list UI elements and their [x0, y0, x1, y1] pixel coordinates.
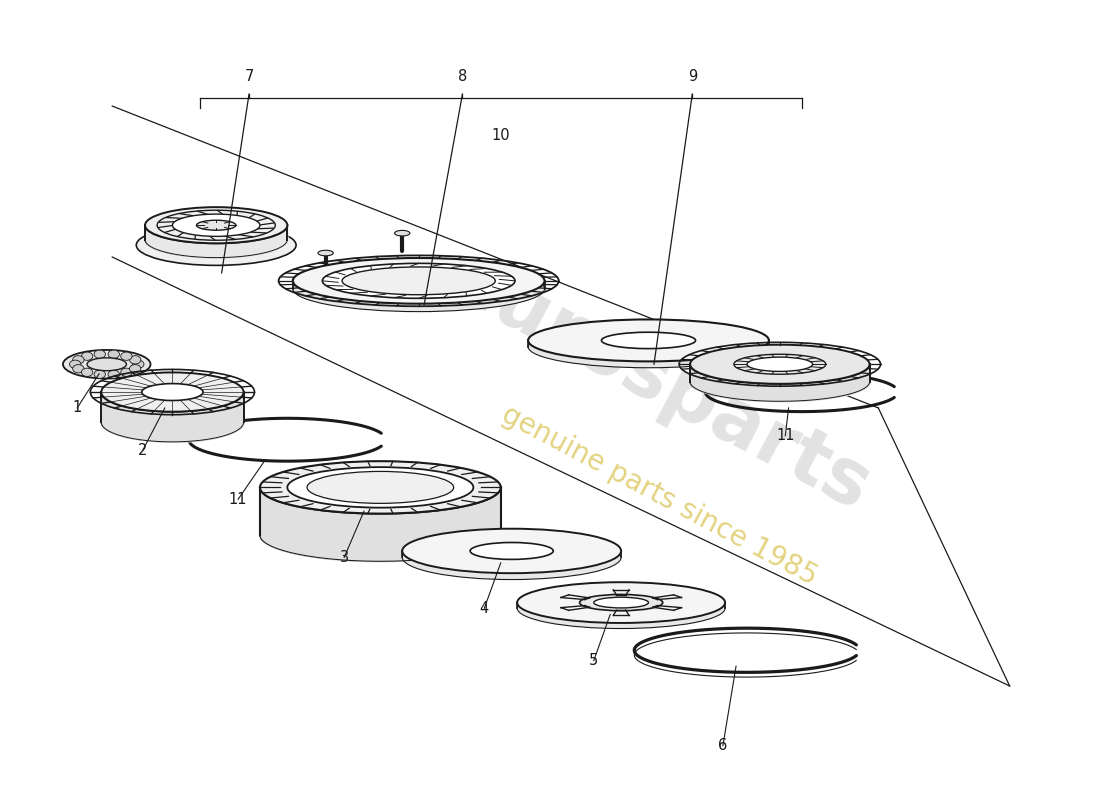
Ellipse shape	[580, 594, 662, 610]
Ellipse shape	[145, 222, 287, 258]
Text: 4: 4	[480, 601, 490, 616]
Ellipse shape	[197, 220, 235, 230]
Ellipse shape	[142, 384, 204, 401]
Text: 11: 11	[229, 492, 248, 507]
Ellipse shape	[121, 368, 132, 377]
Ellipse shape	[81, 352, 92, 360]
Text: 1: 1	[73, 401, 81, 415]
Ellipse shape	[260, 509, 500, 562]
Ellipse shape	[307, 471, 453, 503]
Ellipse shape	[133, 360, 144, 368]
Ellipse shape	[94, 370, 106, 378]
Ellipse shape	[108, 350, 120, 358]
Text: 10: 10	[492, 128, 510, 143]
Ellipse shape	[403, 529, 621, 573]
Ellipse shape	[108, 370, 120, 378]
Text: 7: 7	[244, 69, 254, 84]
Ellipse shape	[528, 326, 769, 368]
Text: 2: 2	[139, 442, 147, 458]
Ellipse shape	[130, 356, 141, 364]
Ellipse shape	[747, 357, 813, 371]
Ellipse shape	[73, 356, 84, 364]
Ellipse shape	[690, 345, 870, 384]
Ellipse shape	[293, 266, 544, 312]
Ellipse shape	[130, 365, 141, 373]
Ellipse shape	[342, 267, 495, 294]
Ellipse shape	[517, 588, 725, 629]
Ellipse shape	[690, 362, 870, 402]
Ellipse shape	[145, 207, 287, 243]
Text: eurosparts: eurosparts	[436, 242, 883, 526]
Text: genuine parts since 1985: genuine parts since 1985	[497, 400, 822, 590]
Ellipse shape	[517, 582, 725, 623]
Ellipse shape	[157, 210, 275, 240]
Ellipse shape	[136, 225, 296, 266]
Ellipse shape	[69, 360, 81, 368]
Text: 8: 8	[458, 69, 468, 84]
Ellipse shape	[260, 461, 500, 514]
Text: 5: 5	[590, 653, 598, 668]
Text: 9: 9	[688, 69, 697, 84]
Ellipse shape	[602, 332, 695, 349]
Ellipse shape	[594, 598, 649, 608]
Ellipse shape	[73, 365, 84, 373]
Ellipse shape	[121, 352, 132, 360]
Text: 11: 11	[777, 428, 794, 443]
Ellipse shape	[395, 230, 410, 236]
Ellipse shape	[101, 402, 243, 442]
Ellipse shape	[470, 542, 553, 559]
Ellipse shape	[287, 467, 473, 508]
Ellipse shape	[318, 250, 333, 256]
Ellipse shape	[322, 263, 515, 298]
Ellipse shape	[192, 239, 240, 251]
Ellipse shape	[101, 373, 243, 412]
Ellipse shape	[403, 535, 621, 579]
Ellipse shape	[293, 258, 544, 304]
Text: 3: 3	[340, 550, 349, 565]
Ellipse shape	[528, 319, 769, 362]
Ellipse shape	[94, 350, 106, 358]
Ellipse shape	[87, 358, 126, 370]
Text: 6: 6	[718, 738, 727, 753]
Ellipse shape	[173, 214, 260, 236]
Ellipse shape	[63, 350, 151, 378]
Ellipse shape	[81, 368, 92, 377]
